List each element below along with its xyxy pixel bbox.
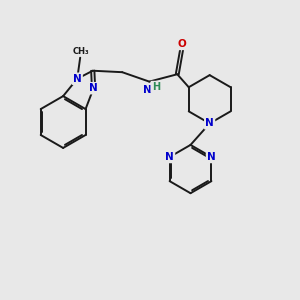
Text: N: N bbox=[142, 85, 151, 95]
Text: N: N bbox=[89, 83, 98, 93]
Text: H: H bbox=[152, 82, 160, 92]
Text: CH₃: CH₃ bbox=[73, 46, 89, 56]
Text: N: N bbox=[165, 152, 174, 162]
Text: N: N bbox=[73, 74, 82, 84]
Text: N: N bbox=[205, 118, 214, 128]
Text: O: O bbox=[177, 39, 186, 49]
Text: N: N bbox=[207, 152, 216, 162]
